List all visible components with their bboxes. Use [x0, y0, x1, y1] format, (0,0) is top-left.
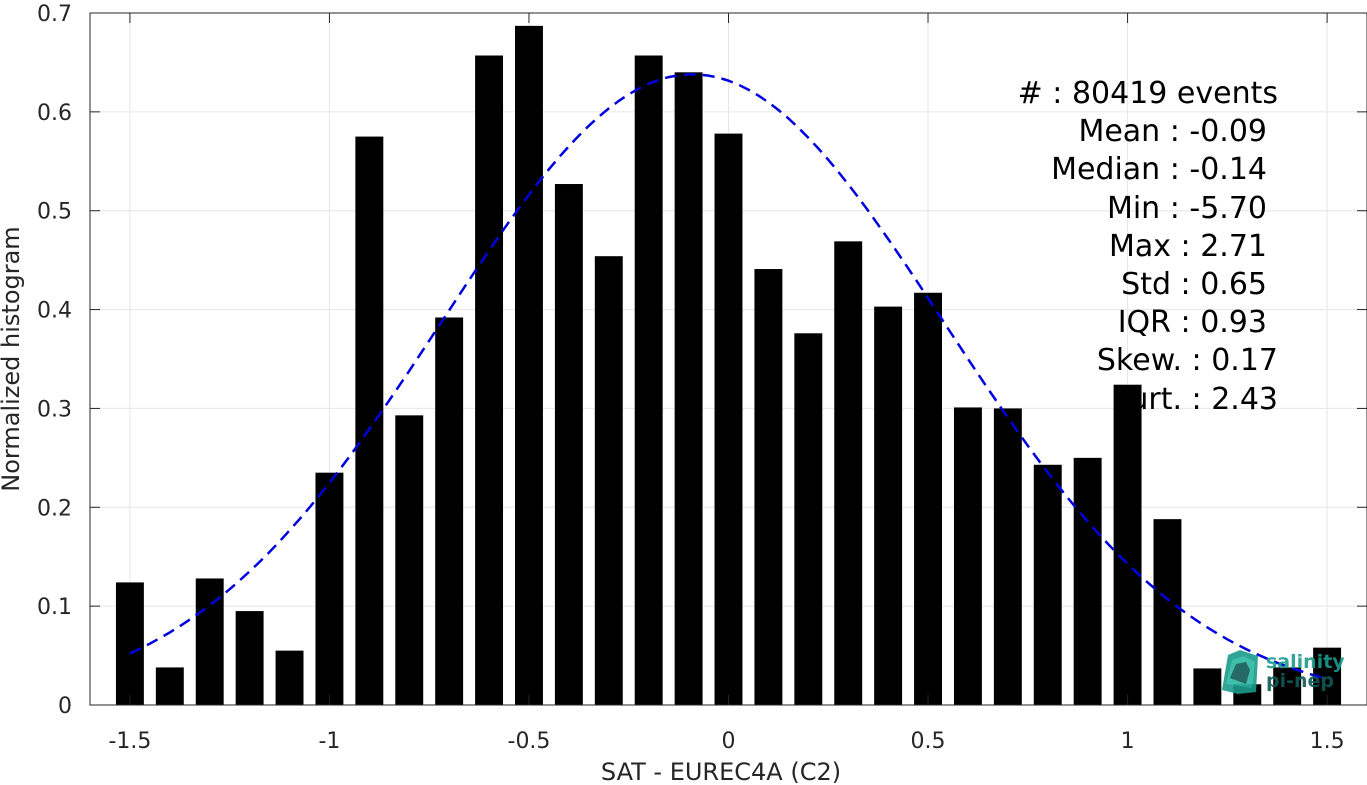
stat-skew: Skew. : 0.17 — [1097, 343, 1278, 378]
stat-min: Min : -5.70 — [1107, 191, 1267, 226]
stat-max: Max : 2.71 — [1109, 229, 1267, 264]
histogram-bar — [554, 184, 583, 706]
histogram-bar — [1273, 667, 1302, 705]
histogram-bar — [794, 333, 823, 705]
x-tick-label: 1 — [1121, 729, 1135, 754]
histogram-bar — [155, 667, 184, 705]
y-tick-label: 0.3 — [37, 397, 72, 422]
gaussian-fit — [129, 73, 1328, 681]
stat-median: Median : -0.14 — [1051, 152, 1267, 187]
histogram-bar — [874, 306, 903, 705]
y-tick-label: 0.6 — [37, 101, 72, 126]
histogram-bar — [515, 25, 543, 705]
statistics-box: # : 80419 events Mean : -0.09 Median : -… — [1018, 76, 1278, 417]
fit-curve — [129, 73, 1328, 681]
stat-events: # : 80419 events — [1018, 76, 1278, 111]
histogram-bar — [355, 136, 384, 706]
histogram-bar — [395, 415, 424, 705]
logo-text-line1: salinity — [1266, 651, 1345, 673]
histogram-bar — [1153, 519, 1182, 705]
histogram-bars — [115, 25, 1342, 706]
histogram-bar — [993, 408, 1022, 705]
x-tick-label: -1 — [318, 729, 340, 754]
histogram-bar — [275, 650, 304, 705]
histogram-bar — [315, 472, 344, 705]
x-tick-label: -0.5 — [508, 729, 551, 754]
histogram-bar — [1073, 457, 1102, 705]
histogram-bar — [115, 582, 144, 705]
histogram-bar — [754, 269, 783, 705]
y-axis-label: Normalized histogram — [0, 226, 25, 491]
y-tick-label: 0.5 — [37, 200, 72, 225]
logo-mark-icon — [1222, 650, 1258, 694]
histogram-bar — [475, 55, 504, 706]
y-tick-label: 0.4 — [37, 299, 72, 324]
stat-mean: Mean : -0.09 — [1078, 114, 1267, 149]
histogram-bar — [235, 611, 264, 705]
y-tick-label: 0.2 — [37, 496, 72, 521]
x-axis-label: SAT - EUREC4A (C2) — [601, 758, 841, 785]
x-tick-label: 1.5 — [1310, 729, 1345, 754]
logo-text-line2: pi-nep — [1266, 670, 1334, 692]
x-tick-label: 0.5 — [911, 729, 946, 754]
y-tick-label: 0 — [58, 694, 72, 719]
histogram-bar — [435, 317, 464, 705]
histogram-bar — [1193, 668, 1222, 705]
histogram-bar — [834, 241, 863, 706]
axis-ticks: -1.5 -1 -0.5 0 0.5 1 1.5 0 0.1 0.2 0.3 0.4 0.5 0.6 0.7 — [37, 2, 1367, 754]
histogram-bar — [594, 256, 623, 705]
x-tick-label: -1.5 — [108, 729, 151, 754]
x-tick-label: 0 — [722, 729, 736, 754]
stat-kurt: Kurt. : 2.43 — [1111, 382, 1278, 417]
histogram-bar — [1033, 464, 1062, 705]
histogram-bar — [1113, 384, 1142, 705]
y-tick-label: 0.1 — [37, 595, 72, 620]
salinity-pi-nep-logo: salinity pi-nep — [1222, 650, 1345, 694]
stat-iqr: IQR : 0.93 — [1118, 305, 1267, 340]
stat-std: Std : 0.65 — [1121, 267, 1267, 302]
y-tick-label: 0.7 — [37, 2, 72, 27]
histogram-bar — [953, 407, 982, 705]
histogram-bar — [714, 133, 743, 705]
histogram-bar — [674, 72, 703, 706]
histogram-bar — [634, 55, 663, 706]
histogram-bar — [914, 292, 942, 705]
